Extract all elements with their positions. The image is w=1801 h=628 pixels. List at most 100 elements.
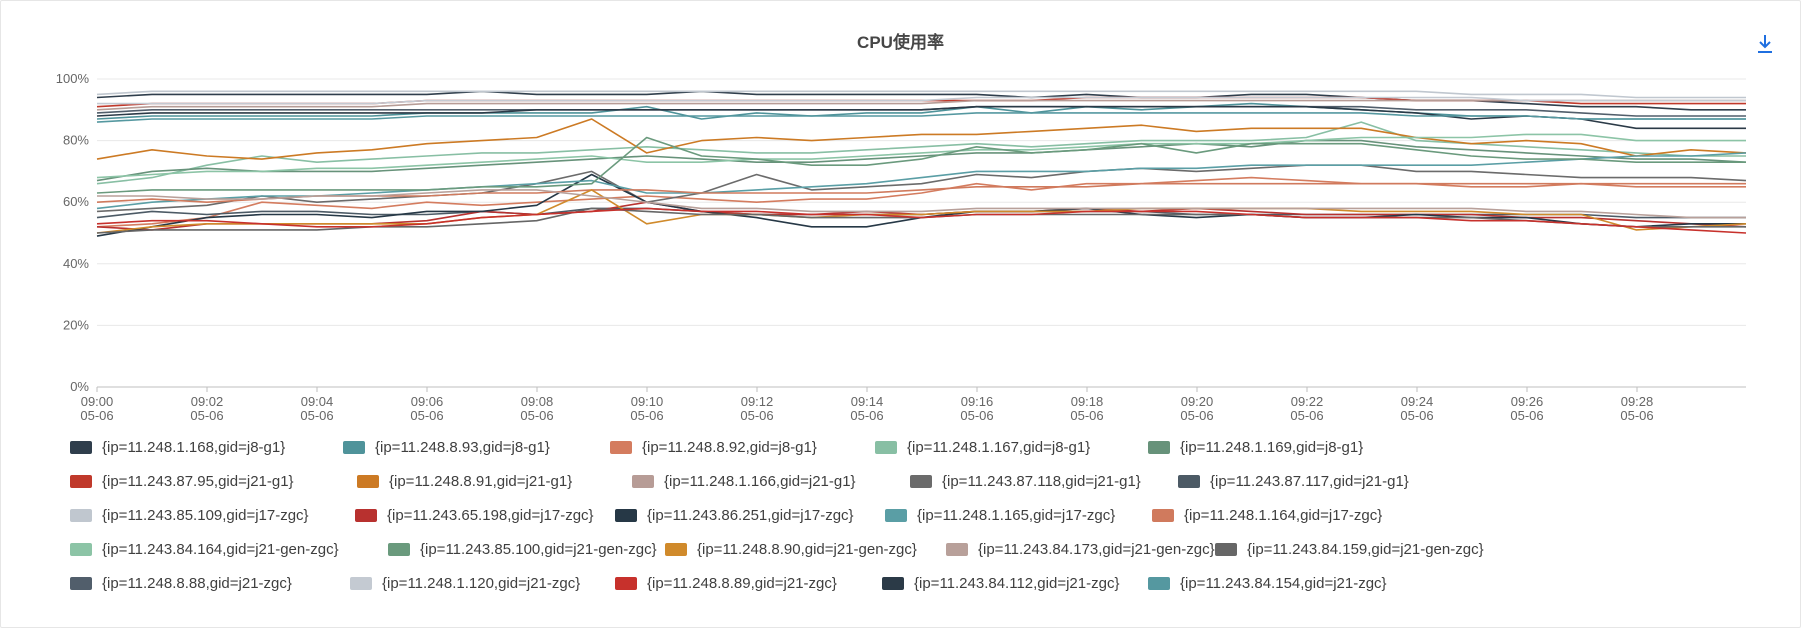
legend-item[interactable]: {ip=11.243.85.100,gid=j21-gen-zgc} <box>388 538 657 560</box>
legend-item[interactable]: {ip=11.243.87.118,gid=j21-g1} <box>910 470 1141 492</box>
series-line-6[interactable] <box>96 118 1747 160</box>
legend-label: {ip=11.243.84.154,gid=j21-zgc} <box>1180 574 1387 592</box>
download-icon[interactable] <box>1754 32 1776 56</box>
legend-item[interactable]: {ip=11.248.1.164,gid=j17-zgc} <box>1152 504 1382 526</box>
x-tick-time-label: 09:10 <box>631 394 664 409</box>
x-tick-time-label: 09:28 <box>1621 394 1654 409</box>
series-line-2[interactable] <box>96 176 1746 228</box>
series-line-18[interactable] <box>97 189 1746 219</box>
legend-item[interactable]: {ip=11.248.1.169,gid=j8-g1} <box>1148 436 1363 458</box>
x-tick-date-label: 05-06 <box>740 408 773 423</box>
legend-item[interactable]: {ip=11.243.85.109,gid=j17-zgc} <box>70 504 309 526</box>
legend-item[interactable]: {ip=11.248.8.89,gid=j21-zgc} <box>615 572 837 594</box>
legend-item[interactable]: {ip=11.248.1.120,gid=j21-zgc} <box>350 572 580 594</box>
series-line-23[interactable] <box>96 105 1746 130</box>
legend-row: {ip=11.243.87.95,gid=j21-g1} {ip=11.248.8… <box>70 470 1790 504</box>
x-tick-date-label: 05-06 <box>410 408 443 423</box>
legend-swatch <box>357 474 379 488</box>
legend-item[interactable]: {ip=11.243.84.112,gid=j21-zgc} <box>882 572 1119 594</box>
legend-label: {ip=11.243.85.100,gid=j21-gen-zgc} <box>420 540 657 558</box>
legend-label: {ip=11.243.87.95,gid=j21-g1} <box>102 472 294 490</box>
legend-item[interactable]: {ip=11.248.1.168,gid=j8-g1} <box>70 436 285 458</box>
legend-swatch <box>615 576 637 590</box>
legend-item[interactable]: {ip=11.243.84.159,gid=j21-gen-zgc} <box>1215 538 1484 560</box>
y-tick-label: 40% <box>63 256 89 271</box>
series-lines <box>96 90 1747 237</box>
legend-row: {ip=11.243.84.164,gid=j21-gen-zgc} {ip=11… <box>70 538 1790 572</box>
legend-label: {ip=11.248.1.166,gid=j21-g1} <box>664 472 856 490</box>
legend-label: {ip=11.248.8.91,gid=j21-g1} <box>389 472 573 490</box>
y-tick-label: 20% <box>63 317 89 332</box>
y-tick-label: 80% <box>63 133 89 148</box>
y-axis-tick-labels: 0% 20% 40% 60% 80% 100% <box>56 71 90 394</box>
legend-item[interactable]: {ip=11.243.87.95,gid=j21-g1} <box>70 470 294 492</box>
legend-swatch <box>355 508 377 522</box>
y-tick-label: 60% <box>63 194 89 209</box>
series-line-20[interactable] <box>96 105 1746 117</box>
legend-swatch <box>343 440 365 454</box>
legend-label: {ip=11.243.84.173,gid=j21-gen-zgc} <box>978 540 1215 558</box>
series-line-24[interactable] <box>96 112 1746 123</box>
legend-item[interactable]: {ip=11.248.8.92,gid=j8-g1} <box>610 436 817 458</box>
series-line-15[interactable] <box>96 133 1746 179</box>
legend-label: {ip=11.248.8.88,gid=j21-zgc} <box>102 574 292 592</box>
x-tick-time-label: 09:04 <box>301 394 334 409</box>
legend-swatch <box>946 542 968 556</box>
series-line-4[interactable] <box>96 139 1747 182</box>
legend-item[interactable]: {ip=11.248.8.93,gid=j8-g1} <box>343 436 550 458</box>
x-tick-time-label: 09:08 <box>521 394 554 409</box>
legend-swatch <box>350 576 372 590</box>
series-line-7[interactable] <box>96 99 1746 111</box>
series-line-17[interactable] <box>96 189 1747 234</box>
legend-item[interactable]: {ip=11.243.84.164,gid=j21-gen-zgc} <box>70 538 339 560</box>
legend-swatch <box>875 440 897 454</box>
legend-item[interactable]: {ip=11.248.1.166,gid=j21-g1} <box>632 470 856 492</box>
legend-item[interactable]: {ip=11.248.8.88,gid=j21-zgc} <box>70 572 292 594</box>
legend-item[interactable]: {ip=11.243.86.251,gid=j17-zgc} <box>615 504 854 526</box>
legend-label: {ip=11.248.8.92,gid=j8-g1} <box>642 438 817 456</box>
legend-swatch <box>70 576 92 590</box>
legend-label: {ip=11.243.85.109,gid=j17-zgc} <box>102 506 309 524</box>
legend-item[interactable]: {ip=11.248.8.90,gid=j21-gen-zgc} <box>665 538 917 560</box>
series-line-13[interactable] <box>96 152 1747 210</box>
x-tick-date-label: 05-06 <box>850 408 883 423</box>
series-line-22[interactable] <box>96 207 1747 234</box>
x-tick-time-label: 09:12 <box>741 394 774 409</box>
legend-swatch <box>70 508 92 522</box>
legend-item[interactable]: {ip=11.243.65.198,gid=j17-zgc} <box>355 504 594 526</box>
legend-item[interactable]: {ip=11.243.84.154,gid=j21-zgc} <box>1148 572 1387 594</box>
legend-swatch <box>615 508 637 522</box>
chart-title: CPU使用率 <box>857 33 944 52</box>
legend-item[interactable]: {ip=11.248.1.165,gid=j17-zgc} <box>885 504 1115 526</box>
grid-lines <box>97 78 1746 388</box>
legend-swatch <box>1178 474 1200 488</box>
legend-swatch <box>882 576 904 590</box>
legend-label: {ip=11.248.8.89,gid=j21-zgc} <box>647 574 837 592</box>
x-axis-tick-labels: 09:0005-0609:0205-0609:0405-0609:0605-06… <box>80 387 1654 423</box>
legend-label: {ip=11.243.84.164,gid=j21-gen-zgc} <box>102 540 339 558</box>
legend-swatch <box>610 440 632 454</box>
legend-label: {ip=11.248.1.169,gid=j8-g1} <box>1180 438 1364 456</box>
legend-label: {ip=11.248.8.93,gid=j8-g1} <box>375 438 550 456</box>
legend-swatch <box>1148 440 1170 454</box>
legend-row: {ip=11.243.85.109,gid=j17-zgc} {ip=11.243… <box>70 504 1790 538</box>
legend-label: {ip=11.243.86.251,gid=j17-zgc} <box>647 506 854 524</box>
x-tick-time-label: 09:26 <box>1511 394 1544 409</box>
x-tick-time-label: 09:14 <box>851 394 884 409</box>
y-tick-label: 0% <box>70 379 89 394</box>
x-tick-time-label: 09:06 <box>411 394 444 409</box>
legend-label: {ip=11.248.1.168,gid=j8-g1} <box>102 438 286 456</box>
legend-item[interactable]: {ip=11.248.8.91,gid=j21-g1} <box>357 470 572 492</box>
legend-item[interactable]: {ip=11.243.87.117,gid=j21-g1} <box>1178 470 1409 492</box>
series-line-8[interactable] <box>96 164 1747 213</box>
x-tick-date-label: 05-06 <box>300 408 333 423</box>
legend-item[interactable]: {ip=11.248.1.167,gid=j8-g1} <box>875 436 1090 458</box>
series-line-16[interactable] <box>96 136 1746 194</box>
legend-swatch <box>1215 542 1237 556</box>
series-line-10[interactable] <box>96 90 1746 99</box>
legend-item[interactable]: {ip=11.243.84.173,gid=j21-gen-zgc} <box>946 538 1215 560</box>
x-tick-time-label: 09:16 <box>961 394 994 409</box>
series-line-21[interactable] <box>97 96 1746 105</box>
x-tick-date-label: 05-06 <box>190 408 223 423</box>
